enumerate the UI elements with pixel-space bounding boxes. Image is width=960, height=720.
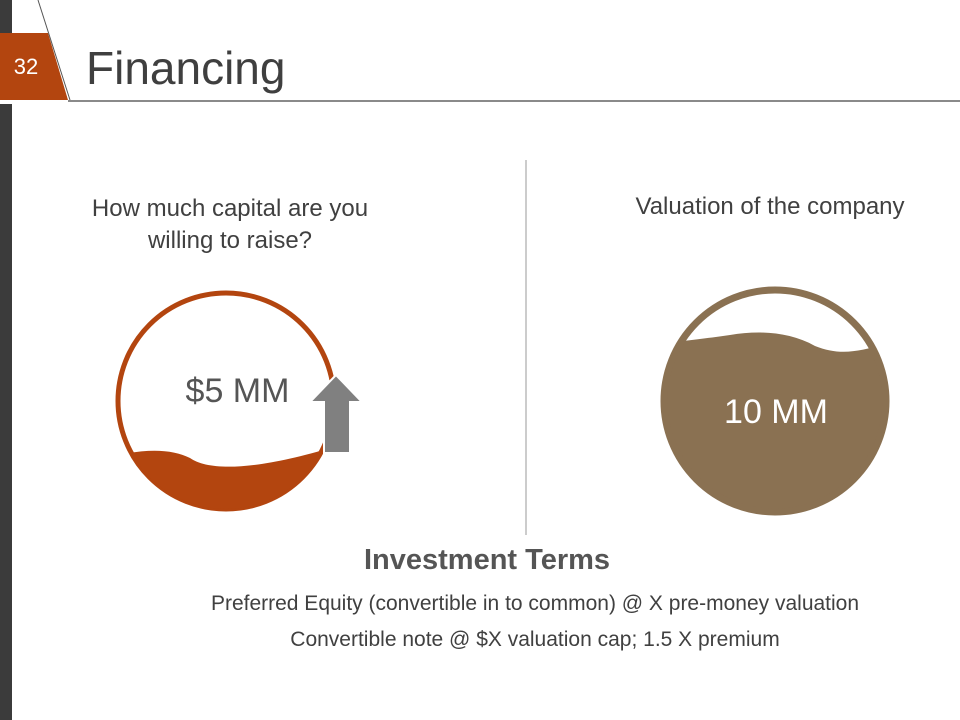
capital-gauge-fill (118, 445, 334, 509)
term-item: Preferred Equity (convertible in to comm… (210, 592, 860, 615)
page-title: Financing (86, 42, 286, 94)
investment-terms-title: Investment Terms (363, 544, 611, 576)
sidebar-bar (0, 0, 12, 33)
slide-number: 32 (13, 54, 39, 79)
term-item: Convertible note @ $X valuation cap; 1.5… (290, 628, 780, 651)
valuation-question: Valuation of the company (635, 193, 905, 220)
arrow-up-icon (307, 373, 365, 454)
slide-number-badge (0, 33, 68, 100)
valuation-value: 10 MM (724, 393, 828, 431)
diagonal-divider (37, 0, 71, 101)
sidebar-bar (0, 104, 12, 720)
capital-value: $5 MM (185, 372, 290, 410)
capital-question: How much capital are you willing to rais… (91, 195, 369, 254)
